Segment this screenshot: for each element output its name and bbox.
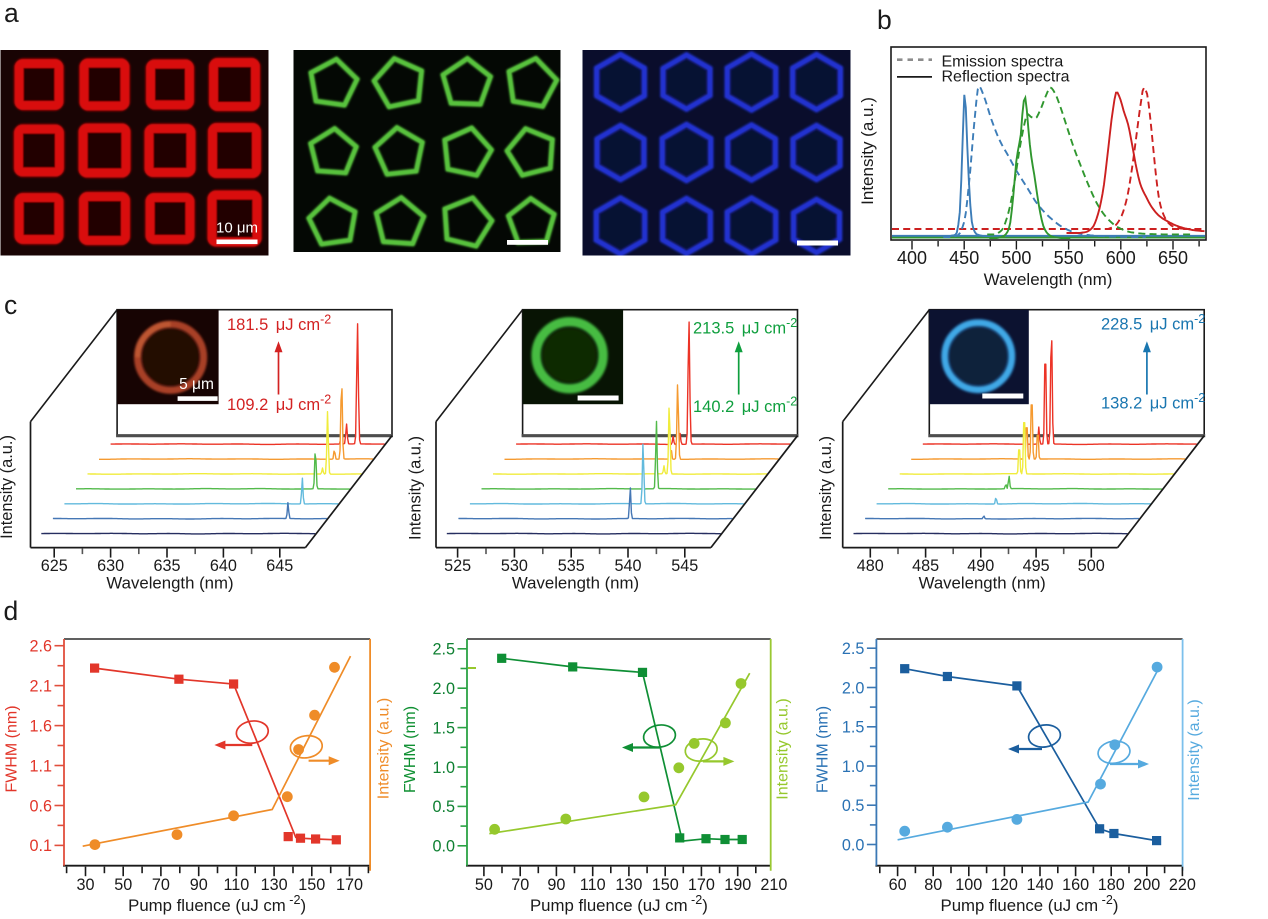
svg-text:100: 100: [955, 876, 982, 894]
svg-text:485: 485: [912, 557, 939, 575]
svg-text:0.1: 0.1: [29, 837, 52, 855]
svg-text:400: 400: [897, 248, 927, 268]
svg-text:50: 50: [114, 876, 132, 894]
svg-text:109.2μJ cm-2: 109.2 μJ cm-2: [227, 393, 331, 415]
svg-text:525: 525: [444, 557, 471, 575]
svg-text:480: 480: [857, 557, 884, 575]
svg-text:490: 490: [967, 557, 994, 575]
svg-text:0.5: 0.5: [432, 798, 455, 816]
svg-text:190: 190: [724, 876, 751, 894]
svg-text:1.0: 1.0: [432, 759, 455, 777]
svg-text:110: 110: [223, 876, 249, 894]
svg-text:130: 130: [261, 876, 288, 894]
svg-text:640: 640: [210, 557, 237, 575]
svg-text:210: 210: [760, 876, 787, 894]
svg-text:60: 60: [889, 876, 907, 894]
svg-text:650: 650: [1158, 248, 1188, 268]
svg-text:130: 130: [615, 876, 642, 894]
svg-text:Wavelength (nm): Wavelength (nm): [106, 574, 233, 593]
svg-text:550: 550: [1054, 248, 1084, 268]
svg-text:Pump fluence (uJ cm -2): Pump fluence (uJ cm -2): [530, 893, 708, 915]
svg-text:80: 80: [924, 876, 942, 894]
svg-text:200: 200: [1133, 876, 1160, 894]
svg-text:c: c: [4, 290, 17, 320]
svg-text:600: 600: [1106, 248, 1136, 268]
svg-text:70: 70: [152, 876, 170, 894]
svg-text:1.6: 1.6: [29, 717, 52, 735]
svg-text:1.5: 1.5: [842, 719, 865, 737]
svg-text:0.0: 0.0: [842, 836, 865, 854]
svg-text:Intensity (a.u.): Intensity (a.u.): [376, 698, 393, 799]
svg-text:110: 110: [580, 876, 606, 894]
svg-text:170: 170: [688, 876, 715, 894]
svg-text:10 μm: 10 μm: [216, 220, 258, 237]
svg-text:1.1: 1.1: [29, 757, 52, 775]
svg-text:540: 540: [614, 557, 641, 575]
svg-text:Emission spectra: Emission spectra: [942, 53, 1064, 70]
svg-text:645: 645: [266, 557, 293, 575]
svg-text:Pump fluence (uJ cm -2): Pump fluence (uJ cm -2): [128, 893, 306, 915]
svg-text:2.5: 2.5: [842, 640, 865, 658]
svg-text:Intensity (a.u.): Intensity (a.u.): [775, 698, 792, 799]
svg-text:120: 120: [991, 876, 1018, 894]
svg-text:Reflection spectra: Reflection spectra: [942, 69, 1070, 86]
svg-text:530: 530: [501, 557, 528, 575]
svg-text:545: 545: [671, 557, 698, 575]
svg-text:180: 180: [1098, 876, 1125, 894]
svg-text:220: 220: [1169, 876, 1196, 894]
svg-text:5 μm: 5 μm: [179, 376, 214, 393]
svg-text:FWHM (nm): FWHM (nm): [815, 706, 832, 793]
svg-text:2.0: 2.0: [842, 679, 865, 697]
svg-text:Intensity (a.u.): Intensity (a.u.): [0, 435, 16, 539]
svg-text:535: 535: [558, 557, 585, 575]
svg-text:Wavelength (nm): Wavelength (nm): [512, 574, 639, 593]
svg-text:d: d: [4, 596, 19, 626]
svg-text:Intensity (a.u.): Intensity (a.u.): [817, 436, 835, 540]
svg-text:213.5μJ cm-2: 213.5 μJ cm-2: [693, 316, 797, 338]
svg-text:0.6: 0.6: [29, 797, 52, 815]
svg-text:170: 170: [336, 876, 363, 894]
svg-text:500: 500: [1078, 557, 1105, 575]
svg-text:1.5: 1.5: [432, 719, 455, 737]
svg-text:Pump fluence (uJ cm -2): Pump fluence (uJ cm -2): [941, 893, 1119, 915]
svg-text:150: 150: [298, 876, 325, 894]
svg-text:0.5: 0.5: [842, 797, 865, 815]
svg-text:495: 495: [1023, 557, 1050, 575]
svg-text:90: 90: [547, 876, 565, 894]
svg-text:2.0: 2.0: [432, 680, 455, 698]
svg-text:FWHM (nm): FWHM (nm): [4, 705, 21, 792]
svg-text:160: 160: [1062, 876, 1089, 894]
svg-text:2.6: 2.6: [29, 638, 52, 656]
svg-text:30: 30: [76, 876, 94, 894]
svg-text:2.1: 2.1: [29, 677, 52, 695]
svg-text:50: 50: [475, 876, 493, 894]
svg-text:181.5μJ cm-2: 181.5 μJ cm-2: [227, 313, 331, 335]
svg-text:a: a: [4, 0, 19, 28]
svg-text:90: 90: [190, 876, 208, 894]
svg-text:500: 500: [1001, 248, 1031, 268]
svg-text:138.2μJ cm-2: 138.2 μJ cm-2: [1101, 391, 1205, 413]
svg-text:635: 635: [153, 557, 180, 575]
svg-text:140.2μJ cm-2: 140.2 μJ cm-2: [693, 395, 797, 417]
svg-text:150: 150: [652, 876, 679, 894]
svg-text:FWHM (nm): FWHM (nm): [402, 706, 419, 793]
svg-text:228.5μJ cm-2: 228.5 μJ cm-2: [1101, 312, 1205, 334]
svg-text:140: 140: [1026, 876, 1053, 894]
svg-text:625: 625: [41, 557, 68, 575]
svg-text:Wavelength (nm): Wavelength (nm): [984, 270, 1113, 289]
svg-text:2.5: 2.5: [432, 641, 455, 659]
svg-text:450: 450: [949, 248, 979, 268]
svg-text:0.0: 0.0: [432, 838, 455, 856]
svg-text:Intensity (a.u.): Intensity (a.u.): [858, 97, 877, 205]
svg-text:b: b: [877, 5, 892, 35]
svg-text:Wavelength (nm): Wavelength (nm): [919, 574, 1046, 593]
svg-text:Intensity (a.u.): Intensity (a.u.): [1186, 699, 1203, 800]
svg-text:Intensity (a.u.): Intensity (a.u.): [407, 436, 425, 540]
svg-text:1.0: 1.0: [842, 758, 865, 776]
svg-text:630: 630: [97, 557, 124, 575]
svg-text:70: 70: [511, 876, 529, 894]
